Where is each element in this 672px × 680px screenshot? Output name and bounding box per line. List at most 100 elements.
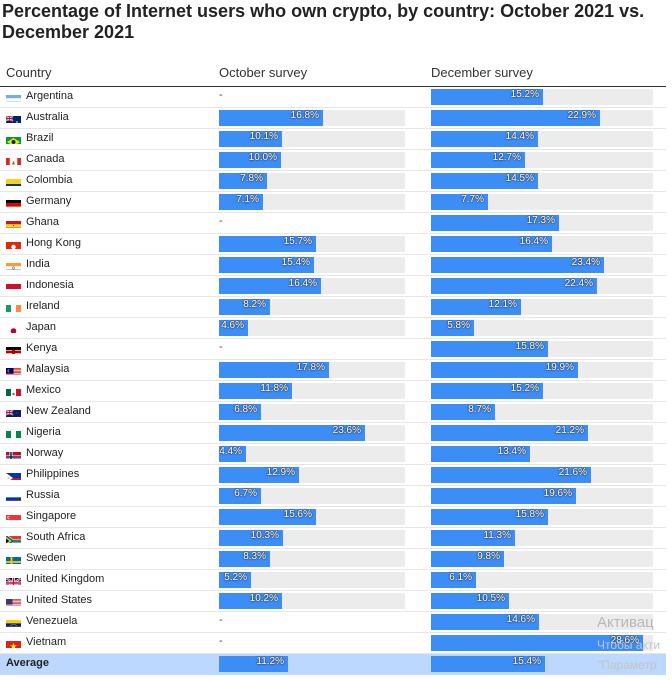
december-bar (431, 362, 578, 378)
december-bar (431, 467, 591, 483)
december-value-label: 16.4% (519, 236, 548, 247)
table-row: Hong Kong 15.7% 16.4% (0, 234, 666, 255)
october-bar-track (219, 488, 405, 504)
december-value-label: 19.6% (543, 488, 572, 499)
december-bar-track (431, 362, 653, 378)
column-header-december: December survey (431, 65, 533, 80)
october-value-label: 23.6% (332, 425, 361, 436)
december-value-label: 9.8% (477, 551, 500, 562)
december-bar (431, 530, 515, 546)
october-bar-track (219, 173, 405, 189)
december-bar-track (431, 236, 653, 252)
december-bar-track (431, 320, 653, 336)
october-bar (219, 320, 248, 336)
ca-flag-icon (6, 155, 21, 165)
country-name: Ghana (26, 216, 60, 228)
ru-flag-icon (6, 491, 21, 501)
table-row: Colombia 7.8% 14.5% (0, 171, 666, 192)
december-bar-track (431, 257, 653, 273)
october-bar-track (219, 257, 405, 273)
october-bar (219, 446, 246, 462)
december-bar-track (431, 509, 653, 525)
october-bar-track (219, 152, 405, 168)
december-bar-track (431, 446, 653, 462)
december-bar (431, 278, 597, 294)
country-name: Germany (26, 195, 72, 207)
country-name: Mexico (26, 384, 61, 396)
table-row: Australia 16.8% 22.9% (0, 108, 666, 129)
october-bar (219, 383, 292, 399)
december-bar (431, 635, 643, 651)
ie-flag-icon (6, 302, 21, 312)
october-bar-track (219, 509, 405, 525)
december-value-label: 5.8% (447, 320, 470, 331)
jp-flag-icon (6, 323, 21, 333)
october-value-label: 7.8% (240, 173, 263, 184)
december-bar-track (431, 488, 653, 504)
october-bar-track (219, 446, 405, 462)
december-value-label: 15.8% (515, 341, 544, 352)
december-bar (431, 593, 509, 609)
october-bar-track (219, 572, 405, 588)
december-bar (431, 446, 530, 462)
watermark-line-1: Активац (597, 614, 654, 631)
october-missing-value: - (219, 341, 223, 353)
hk-flag-icon (6, 239, 21, 249)
december-bar-track (431, 152, 653, 168)
december-value-label: 15.2% (510, 89, 539, 100)
december-bar (431, 656, 545, 672)
october-value-label: 12.9% (266, 467, 295, 478)
october-bar (219, 362, 329, 378)
december-bar (431, 614, 539, 630)
country-name: Argentina (26, 90, 74, 102)
december-bar (431, 110, 600, 126)
october-bar (219, 572, 251, 588)
october-bar (219, 173, 267, 189)
no-flag-icon (6, 449, 21, 459)
country-name: Hong Kong (26, 237, 82, 249)
october-missing-value: - (219, 614, 223, 626)
december-bar-track (431, 635, 653, 651)
table-row: Venezuela - 14.6% (0, 612, 666, 633)
october-bar (219, 194, 263, 210)
december-bar-track (431, 215, 653, 231)
october-value-label: 10.1% (249, 131, 278, 142)
october-value-label: 10.2% (249, 593, 278, 604)
october-bar-track (219, 656, 405, 672)
october-bar-track (219, 383, 405, 399)
table-row: Vietnam - 28.6% (0, 633, 666, 654)
in-flag-icon (6, 260, 21, 270)
december-bar (431, 236, 552, 252)
country-name: Vietnam (26, 636, 67, 648)
table-row: South Africa 10.3% 11.3% (0, 528, 666, 549)
december-bar (431, 215, 559, 231)
october-value-label: 5.2% (224, 572, 247, 583)
december-value-label: 23.4% (571, 257, 600, 268)
october-bar-track (219, 131, 405, 147)
october-value-label: 8.3% (243, 551, 266, 562)
october-bar (219, 236, 316, 252)
table-row: Norway 4.4% 13.4% (0, 444, 666, 465)
country-name: New Zealand (26, 405, 91, 417)
country-name: Philippines (26, 468, 80, 480)
country-name: Sweden (26, 552, 66, 564)
ve-flag-icon (6, 617, 21, 627)
table-row: United Kingdom 5.2% 6.1% (0, 570, 666, 591)
country-name: Singapore (26, 510, 77, 522)
december-value-label: 21.6% (558, 467, 587, 478)
country-name: United Kingdom (26, 573, 105, 585)
za-flag-icon (6, 533, 21, 543)
december-bar-track (431, 278, 653, 294)
october-value-label: 16.4% (288, 278, 317, 289)
october-value-label: 15.7% (283, 236, 312, 247)
october-value-label: 4.4% (219, 446, 242, 457)
december-value-label: 13.4% (497, 446, 526, 457)
de-flag-icon (6, 197, 21, 207)
december-bar-track (431, 131, 653, 147)
october-value-label: 7.1% (236, 194, 259, 205)
october-value-label: 15.6% (283, 509, 312, 520)
october-bar (219, 110, 323, 126)
december-value-label: 12.1% (488, 299, 517, 310)
october-bar-track (219, 236, 405, 252)
december-value-label: 6.1% (449, 572, 472, 583)
